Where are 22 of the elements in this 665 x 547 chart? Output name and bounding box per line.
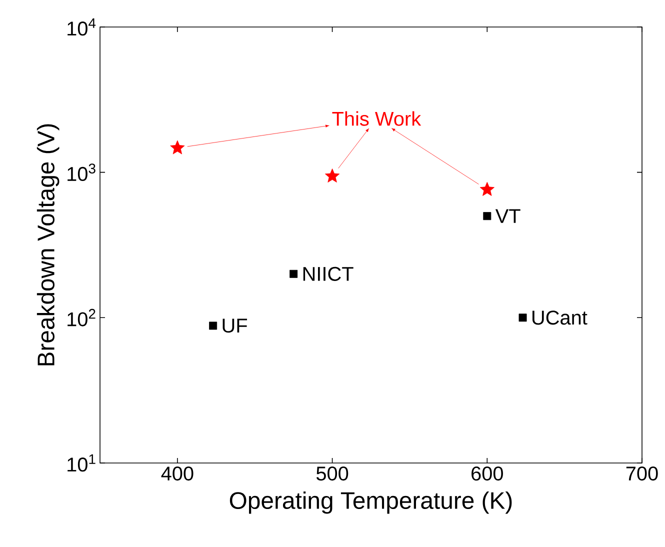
annotation: NIICT	[303, 266, 354, 281]
point	[324, 168, 340, 182]
annotation: UCant	[532, 310, 588, 325]
y-tick-label: 10$^{4}$	[68, 18, 96, 36]
y-axis-title: Breakdown Voltage (V)	[36, 124, 60, 366]
point	[170, 140, 185, 154]
annotation: This Work	[332, 111, 422, 126]
point	[518, 314, 527, 322]
point	[483, 212, 492, 220]
annotation: UF	[222, 318, 248, 333]
x-axis-title: Operating Temperature (K)	[230, 491, 512, 514]
x-tick-label: 600	[472, 466, 503, 481]
point	[480, 182, 494, 196]
y-tick-label: 10$^{1}$	[68, 454, 96, 472]
y-tick-label: 10$^{2}$	[68, 308, 96, 326]
x-tick-label: 400	[161, 466, 194, 481]
y-tick-label: 10$^{3}$	[68, 164, 96, 182]
x-tick-label: 700	[626, 466, 658, 481]
point	[209, 322, 218, 330]
point	[290, 270, 298, 278]
annotation: VT	[495, 209, 520, 223]
x-tick-label: 500	[316, 466, 348, 481]
